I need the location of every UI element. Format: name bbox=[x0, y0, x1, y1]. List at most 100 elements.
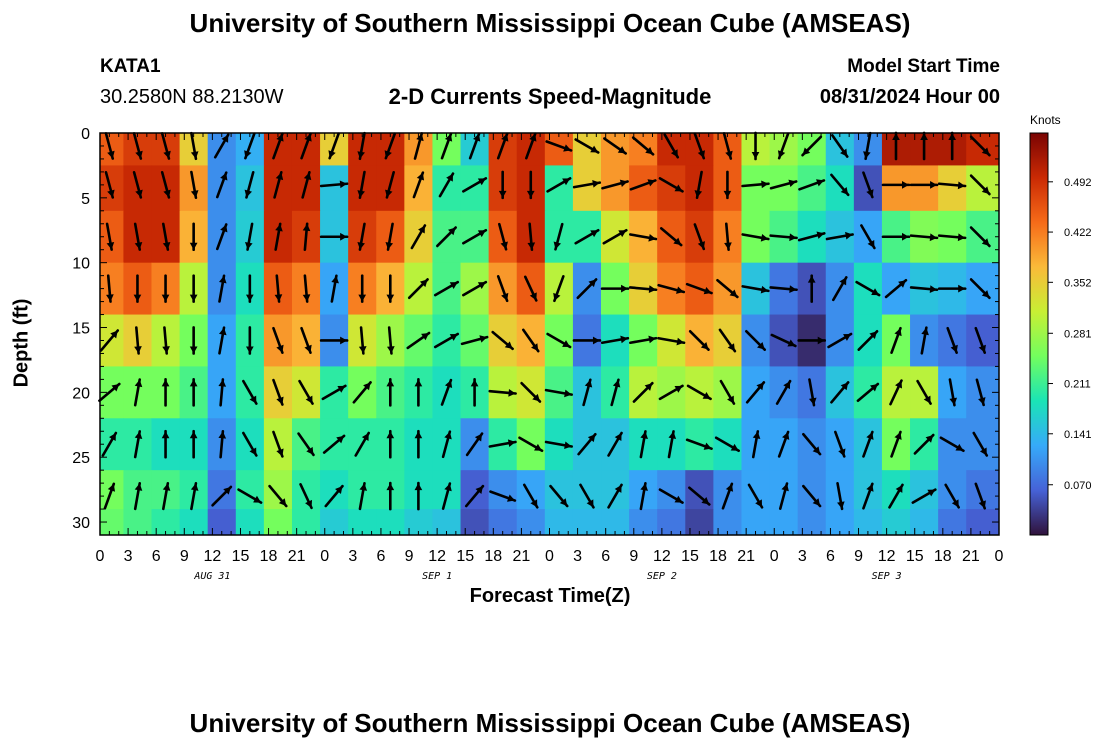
current-arrow bbox=[855, 280, 881, 297]
current-arrow bbox=[610, 378, 621, 407]
current-arrow bbox=[831, 134, 849, 158]
current-arrow bbox=[602, 228, 628, 245]
current-arrow bbox=[574, 228, 600, 245]
current-arrow bbox=[161, 429, 170, 459]
current-arrow bbox=[834, 430, 846, 458]
date-label: SEP 3 bbox=[872, 571, 902, 582]
current-arrow bbox=[433, 280, 460, 297]
current-arrow bbox=[160, 171, 171, 199]
current-arrow bbox=[969, 226, 991, 248]
current-arrow bbox=[462, 177, 488, 193]
current-arrow bbox=[321, 384, 347, 401]
current-arrow bbox=[324, 484, 344, 508]
heatmap-cell bbox=[741, 470, 771, 510]
heatmap-cell bbox=[320, 165, 349, 212]
current-arrow bbox=[830, 173, 850, 197]
current-arrow bbox=[688, 329, 710, 351]
current-arrow bbox=[245, 326, 254, 355]
current-arrow bbox=[440, 132, 453, 160]
current-arrow bbox=[693, 132, 706, 160]
current-arrow bbox=[600, 284, 630, 293]
current-arrow bbox=[518, 436, 544, 453]
heatmap-cell bbox=[432, 165, 462, 212]
x-tick-label: 9 bbox=[629, 548, 638, 565]
current-arrow bbox=[386, 326, 395, 355]
current-arrow bbox=[693, 223, 706, 251]
x-tick-label: 15 bbox=[681, 548, 699, 565]
heatmap-cell bbox=[741, 165, 771, 212]
current-arrow bbox=[385, 222, 394, 251]
current-arrow bbox=[769, 285, 798, 293]
current-arrow bbox=[99, 329, 120, 352]
current-arrow bbox=[916, 379, 932, 405]
current-arrow bbox=[862, 482, 874, 510]
current-arrow bbox=[218, 429, 227, 459]
current-arrow bbox=[937, 181, 967, 190]
current-arrow bbox=[319, 180, 349, 189]
colorbar-tick-label: 0.492 bbox=[1064, 177, 1092, 189]
current-arrow bbox=[857, 329, 879, 351]
current-arrow bbox=[574, 138, 600, 154]
current-arrow bbox=[322, 434, 346, 454]
current-arrow bbox=[302, 274, 311, 303]
current-arrow bbox=[607, 431, 623, 457]
current-arrow bbox=[272, 132, 284, 160]
current-arrow bbox=[133, 274, 142, 303]
current-arrow bbox=[244, 132, 256, 160]
current-arrow bbox=[607, 483, 623, 509]
current-arrow bbox=[577, 432, 597, 456]
current-arrow bbox=[802, 484, 822, 508]
current-arrow bbox=[160, 132, 171, 160]
current-arrow bbox=[582, 378, 593, 407]
current-arrow bbox=[807, 274, 816, 303]
colorbar-tick-label: 0.352 bbox=[1064, 277, 1092, 289]
x-tick-label: 3 bbox=[573, 548, 582, 565]
current-arrow bbox=[889, 379, 903, 406]
heatmap-cell bbox=[938, 470, 967, 510]
colorbar-ticks: 0.070 0.141 0.211 0.281 0.352 0.422 0.492 bbox=[1048, 177, 1092, 492]
current-arrow bbox=[920, 326, 929, 355]
current-arrow bbox=[133, 481, 143, 511]
heatmap-cell bbox=[797, 470, 827, 510]
x-tick-label: 18 bbox=[260, 548, 278, 565]
current-arrow bbox=[386, 429, 395, 459]
current-arrow bbox=[863, 131, 872, 161]
heatmap-cell bbox=[100, 418, 125, 471]
current-arrow bbox=[685, 438, 713, 450]
current-arrow bbox=[545, 140, 573, 152]
current-arrow bbox=[460, 335, 489, 346]
x-tick-label: 0 bbox=[320, 548, 329, 565]
current-arrow bbox=[162, 326, 170, 355]
heatmap-cell bbox=[320, 470, 349, 510]
current-arrow bbox=[218, 274, 227, 303]
date-label: AUG 31 bbox=[193, 571, 230, 582]
current-arrow bbox=[134, 326, 142, 355]
current-arrow bbox=[658, 488, 684, 504]
current-arrow bbox=[890, 326, 902, 354]
station-coordinates: 30.2580N 88.2130W bbox=[100, 86, 284, 108]
current-arrow bbox=[105, 222, 115, 251]
heatmap-cell bbox=[966, 314, 999, 368]
current-arrow bbox=[465, 432, 484, 457]
x-tick-label: 15 bbox=[456, 548, 474, 565]
x-tick-label: 3 bbox=[124, 548, 133, 565]
current-arrow bbox=[161, 378, 170, 407]
current-arrow bbox=[770, 333, 797, 348]
current-arrow bbox=[496, 132, 509, 160]
colorbar-tick-label: 0.281 bbox=[1064, 328, 1092, 340]
current-arrow bbox=[944, 483, 960, 509]
heatmap-cell bbox=[910, 165, 939, 212]
current-arrow bbox=[414, 378, 423, 407]
current-arrow bbox=[132, 171, 143, 199]
x-tick-label: 6 bbox=[826, 548, 835, 565]
heatmap-cell bbox=[825, 165, 855, 212]
current-arrow bbox=[657, 336, 686, 346]
current-arrow bbox=[769, 233, 798, 242]
current-arrow bbox=[218, 326, 227, 355]
current-arrow bbox=[352, 381, 372, 404]
current-arrow bbox=[741, 180, 770, 189]
current-arrow bbox=[189, 326, 198, 355]
current-arrow bbox=[242, 379, 258, 405]
colorbar-units-label: Knots bbox=[1030, 113, 1061, 127]
